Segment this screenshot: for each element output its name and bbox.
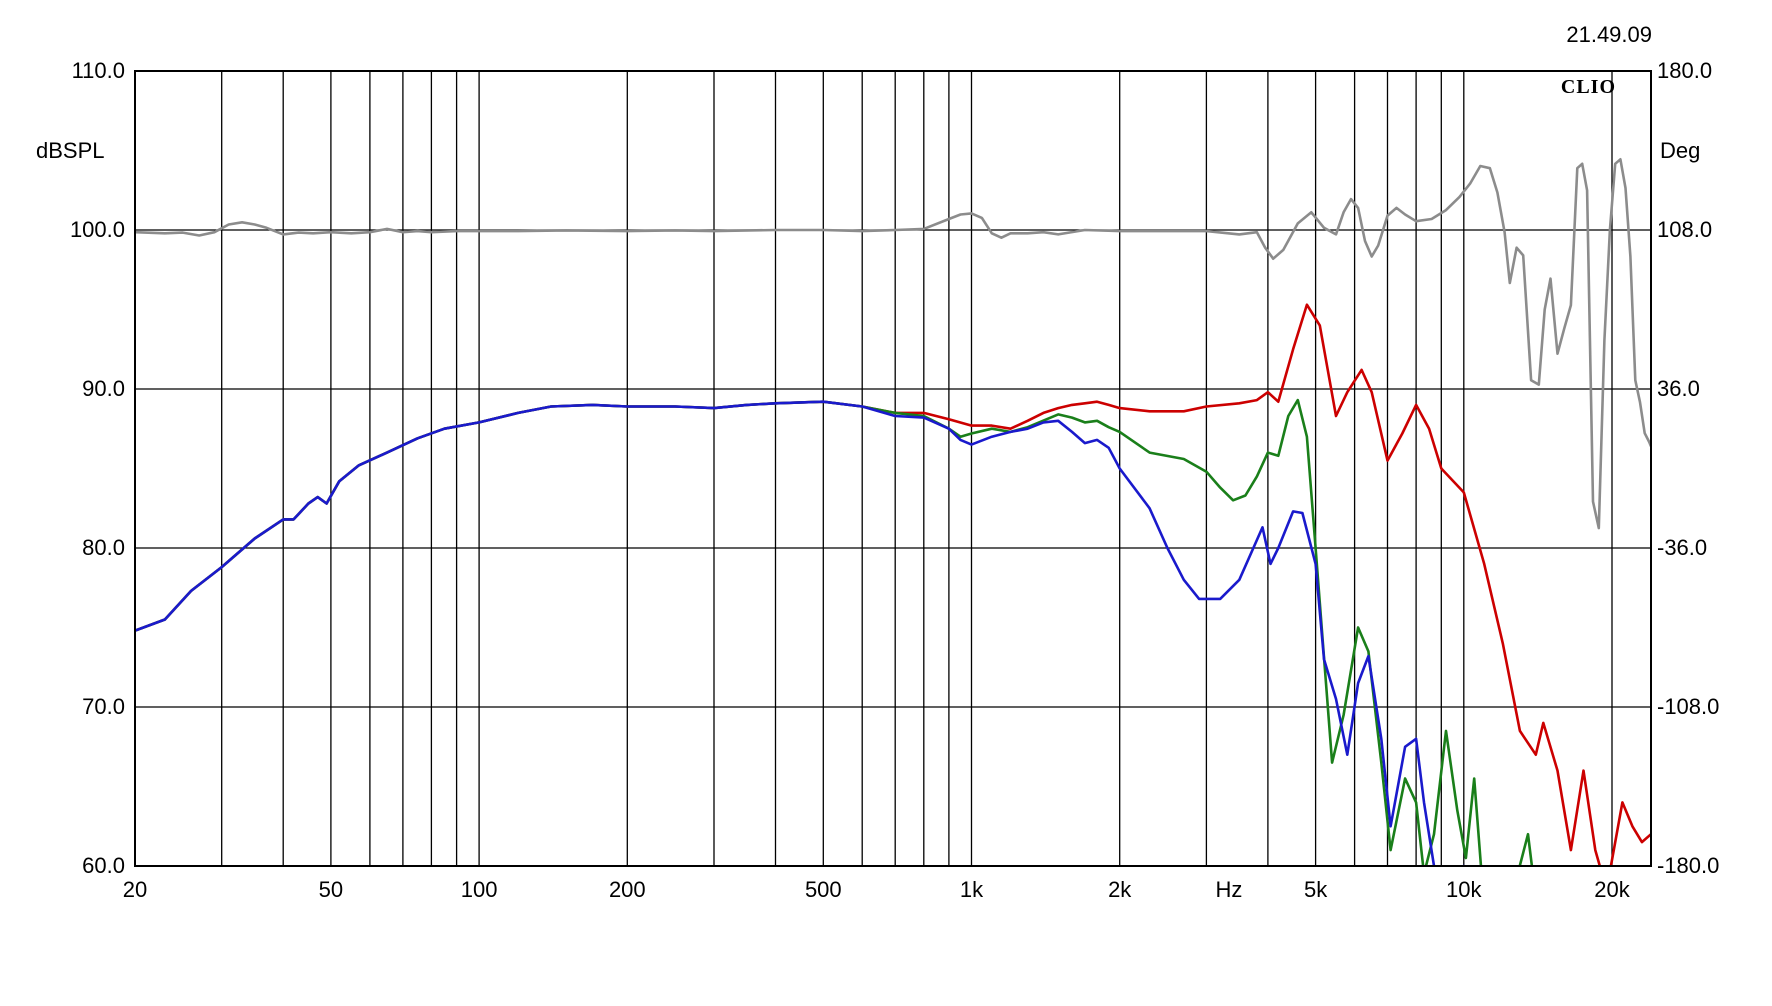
y-tick-label: 60.0 [82,853,125,878]
y-axis-right-label: Deg [1660,138,1700,163]
x-tick-label: 50 [319,877,343,902]
x-tick-label: 2k [1108,877,1132,902]
y-tick-label: 70.0 [82,694,125,719]
plot-frame [134,70,1652,867]
y2-tick-label: 180.0 [1657,58,1712,83]
y2-tick-label: 36.0 [1657,376,1700,401]
x-axis-label: Hz [1216,877,1243,902]
y-tick-label: 90.0 [82,376,125,401]
x-tick-label: 1k [960,877,984,902]
y-tick-label: 100.0 [70,217,125,242]
clio-brand-logo: CLIO [1561,76,1616,98]
timestamp-label: 21.49.09 [1566,22,1652,47]
x-tick-label: 10k [1446,877,1482,902]
y-axis-left-label: dBSPL [36,138,105,163]
x-tick-label: 20k [1594,877,1630,902]
x-tick-label: 20 [123,877,147,902]
x-tick-label: 5k [1304,877,1328,902]
y2-tick-label: -180.0 [1657,853,1719,878]
y2-tick-label: -108.0 [1657,694,1719,719]
x-tick-label: 500 [805,877,842,902]
series-line-3 [135,158,1651,530]
series-line-2 [135,400,1466,866]
y2-tick-label: -36.0 [1657,535,1707,560]
y-tick-label: 110.0 [72,58,125,83]
x-tick-label: 100 [461,877,498,902]
x-tick-label: 200 [609,877,646,902]
y2-tick-label: 108.0 [1657,217,1712,242]
y-tick-label: 80.0 [82,535,125,560]
